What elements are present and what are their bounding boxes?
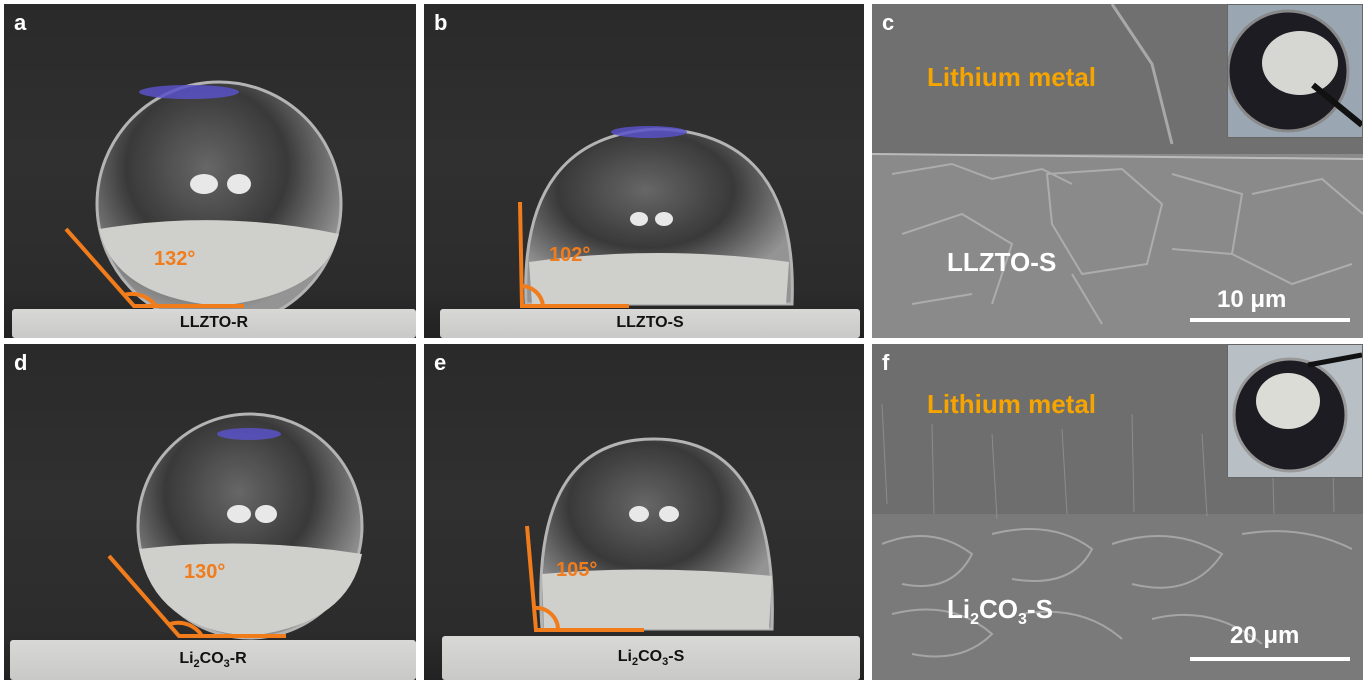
inset-photo	[1227, 4, 1363, 138]
panel-a: LLZTO-R 132° a	[4, 4, 416, 338]
panel-letter: c	[882, 10, 895, 35]
panel-letter: d	[14, 350, 28, 375]
sample-label: LLZTO-R	[179, 314, 249, 331]
substrate-pad: LLZTO-R	[12, 309, 416, 338]
angle-arc	[533, 605, 561, 631]
panel-b: LLZTO-S 102° b	[424, 4, 864, 338]
angle-lines	[518, 201, 629, 308]
sem-image-c	[872, 4, 1363, 338]
scale-bar	[1190, 318, 1350, 322]
panel-f: Lithium metal Li2CO3-S 20 μm f	[872, 344, 1363, 680]
material-label: Li2CO3-S	[947, 594, 1053, 629]
sample-label: LLZTO-S	[616, 314, 684, 331]
substrate-pad: Li2CO3-S	[442, 636, 860, 680]
angle-lines	[64, 227, 244, 308]
contact-angle: 130°	[184, 561, 226, 583]
blue-tip	[611, 126, 687, 138]
droplet-scene-e	[525, 437, 774, 632]
droplet-base	[542, 569, 772, 629]
blue-tip	[139, 85, 239, 99]
scale-bar-label: 20 μm	[1230, 622, 1300, 649]
angle-arc	[520, 283, 545, 307]
lithium-metal-label: Lithium metal	[927, 389, 1097, 419]
lithium-metal-label: Lithium metal	[927, 62, 1097, 92]
panel-letter: b	[434, 10, 448, 35]
blue-tip	[217, 428, 281, 440]
panel-letter: f	[882, 350, 890, 375]
panel-letter: e	[434, 350, 447, 375]
sample-label: Li2CO3-R	[179, 650, 247, 671]
material-label: LLZTO-S	[947, 247, 1057, 277]
contact-angle: 105°	[556, 559, 598, 581]
panel-d: Li2CO3-R 130° d	[4, 344, 416, 680]
angle-lines	[107, 554, 286, 638]
inset-photo	[1227, 344, 1363, 478]
droplet-base	[139, 543, 362, 636]
angle-lines	[525, 525, 644, 632]
panel-c: Lithium metal LLZTO-S 10 μm c	[872, 4, 1363, 338]
droplet-base	[529, 253, 789, 304]
droplet-scene-b	[518, 126, 794, 308]
contact-angle: 132°	[154, 248, 196, 270]
sample-label: Li2CO3-S	[617, 648, 685, 669]
panel-e: Li2CO3-S 105° e	[424, 344, 864, 680]
droplet-scene-a	[64, 80, 343, 328]
scale-bar-label: 10 μm	[1217, 286, 1287, 313]
droplet-base	[99, 220, 339, 306]
angle-arc	[169, 620, 204, 638]
panel-letter: a	[14, 10, 27, 35]
contact-angle: 102°	[549, 244, 591, 266]
droplet-scene-d	[107, 412, 364, 640]
angle-arc	[123, 291, 158, 308]
substrate-pad: Li2CO3-R	[10, 640, 416, 680]
scale-bar	[1190, 657, 1350, 661]
substrate-pad: LLZTO-S	[440, 309, 860, 338]
